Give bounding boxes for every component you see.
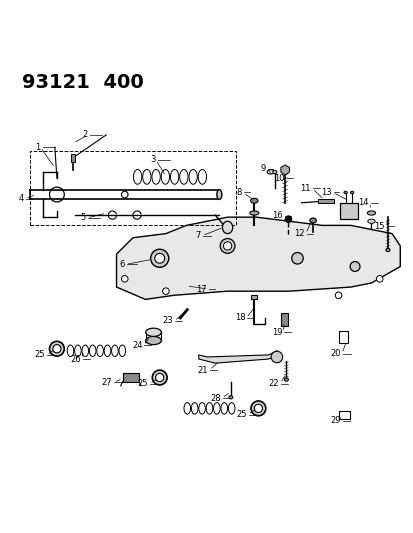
Ellipse shape (343, 191, 347, 193)
Ellipse shape (249, 211, 258, 215)
Circle shape (53, 345, 61, 353)
Text: 3: 3 (150, 155, 155, 164)
Bar (71, 154, 75, 161)
Text: 19: 19 (271, 328, 282, 337)
Bar (338, 331, 347, 343)
Circle shape (223, 242, 231, 250)
Circle shape (121, 276, 128, 282)
Text: 14: 14 (357, 198, 368, 207)
Circle shape (50, 341, 64, 356)
Bar (122, 373, 139, 382)
Text: 7: 7 (195, 231, 200, 240)
Ellipse shape (222, 221, 232, 233)
Text: 1: 1 (35, 143, 40, 152)
Text: 27: 27 (102, 378, 112, 387)
Ellipse shape (367, 219, 374, 223)
Polygon shape (116, 217, 399, 300)
Circle shape (271, 351, 282, 363)
Circle shape (349, 262, 359, 271)
Ellipse shape (145, 336, 161, 345)
Text: 26: 26 (70, 354, 81, 364)
Ellipse shape (385, 248, 389, 252)
Text: 18: 18 (234, 313, 244, 322)
Ellipse shape (284, 378, 288, 381)
Text: 24: 24 (132, 341, 142, 350)
Text: 13: 13 (320, 188, 331, 197)
Text: 21: 21 (197, 366, 208, 375)
Text: 25: 25 (138, 379, 148, 388)
Text: 4: 4 (19, 194, 24, 203)
Text: 8: 8 (236, 188, 241, 197)
Text: 16: 16 (272, 211, 282, 220)
Text: 11: 11 (300, 184, 310, 193)
Text: 25: 25 (35, 350, 45, 359)
Polygon shape (280, 165, 289, 175)
Text: 6: 6 (119, 260, 124, 269)
Circle shape (155, 374, 164, 382)
Circle shape (254, 404, 262, 413)
Bar (339, 411, 349, 418)
Polygon shape (198, 351, 280, 363)
Circle shape (150, 249, 169, 268)
Text: 9: 9 (260, 164, 265, 173)
Bar (251, 295, 256, 300)
Bar (280, 313, 287, 326)
Ellipse shape (272, 170, 276, 174)
Circle shape (375, 276, 382, 282)
Ellipse shape (350, 191, 353, 193)
Text: 29: 29 (329, 416, 340, 425)
Ellipse shape (216, 190, 221, 199)
Text: 25: 25 (236, 410, 246, 419)
Text: 23: 23 (162, 316, 173, 325)
Text: 17: 17 (196, 285, 206, 294)
Text: 5: 5 (80, 214, 85, 222)
Bar (339, 203, 357, 219)
Ellipse shape (145, 328, 161, 336)
Text: 15: 15 (374, 222, 384, 231)
Text: 12: 12 (293, 229, 304, 238)
Circle shape (220, 239, 235, 253)
Text: 28: 28 (209, 393, 220, 402)
Text: 10: 10 (273, 174, 284, 183)
Bar (317, 199, 334, 203)
Ellipse shape (228, 395, 233, 399)
Text: 22: 22 (268, 379, 278, 388)
Text: 2: 2 (82, 131, 88, 140)
Circle shape (154, 253, 164, 263)
Text: 20: 20 (329, 349, 340, 358)
Ellipse shape (250, 198, 257, 203)
Ellipse shape (309, 218, 316, 223)
Circle shape (335, 292, 341, 298)
Ellipse shape (366, 211, 375, 215)
Circle shape (285, 216, 291, 222)
Circle shape (152, 370, 167, 385)
Circle shape (291, 253, 302, 264)
Circle shape (162, 288, 169, 294)
Circle shape (250, 401, 265, 416)
Text: 93121  400: 93121 400 (22, 73, 143, 92)
